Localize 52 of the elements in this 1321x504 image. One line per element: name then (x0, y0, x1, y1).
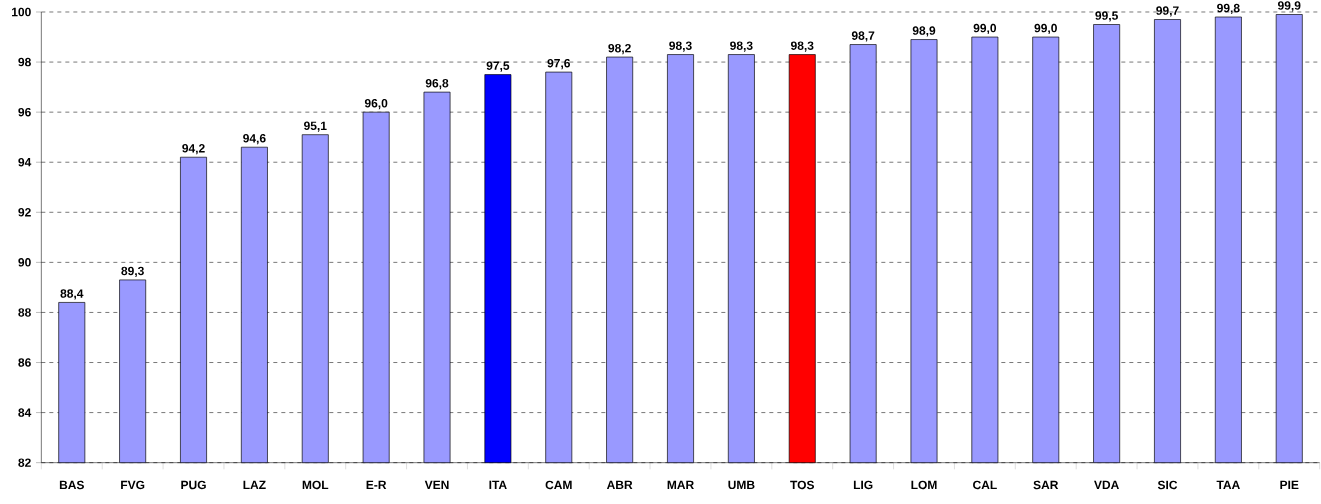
x-tick-label: ABR (606, 480, 633, 489)
y-tick-label: 98 (18, 57, 31, 67)
data-label: 94,6 (243, 134, 266, 145)
x-tick-label: BAS (59, 480, 84, 490)
y-tick-label: 88 (18, 308, 31, 317)
data-label: 99,5 (1095, 11, 1118, 22)
x-tick-label: TOS (790, 480, 815, 490)
x-tick-label: TAA (1216, 480, 1240, 489)
data-label: 99,9 (1277, 1, 1301, 12)
x-tick-label: FVG (121, 480, 145, 490)
x-tick-label: VDA (1094, 480, 1119, 489)
x-tick-label: UMB (728, 480, 755, 490)
y-tick-label: 82 (18, 458, 31, 467)
y-tick-label: 92 (18, 208, 31, 217)
x-tick-label: VEN (424, 480, 449, 489)
x-tick-label: SIC (1157, 480, 1178, 490)
data-label: 96,8 (425, 78, 449, 90)
y-tick-label: 90 (18, 258, 31, 267)
x-tick-label: LIG (853, 480, 873, 490)
y-tick-label: 100 (12, 7, 31, 17)
data-label: 98,3 (669, 41, 692, 52)
x-tick-label: PIE (1280, 480, 1299, 489)
data-label: 94,2 (182, 144, 205, 155)
x-tick-label: MOL (302, 480, 329, 490)
data-label: 99,8 (1217, 3, 1240, 15)
data-label: 97,5 (486, 61, 510, 72)
data-label: 98,3 (730, 41, 753, 52)
data-label: 99,0 (973, 23, 997, 35)
data-label: 99,0 (1034, 23, 1057, 35)
data-label: 89,3 (121, 266, 144, 277)
data-label: 98,7 (851, 31, 875, 42)
x-tick-label: MAR (667, 480, 694, 489)
data-label: 99,7 (1156, 6, 1179, 17)
data-label: 98,3 (790, 41, 814, 52)
data-label: 96,0 (364, 98, 388, 110)
data-label: 88,4 (60, 289, 84, 300)
x-tick-label: ITA (489, 480, 507, 489)
data-label: 95,1 (304, 121, 327, 132)
y-tick-label: 86 (18, 358, 31, 367)
x-tick-label: SAR (1033, 480, 1059, 490)
y-tick-label: 94 (18, 157, 32, 167)
x-tick-label: PUG (181, 480, 206, 490)
y-tick-label: 96 (18, 107, 31, 117)
x-tick-label: CAM (545, 480, 572, 490)
x-tick-label: LAZ (243, 480, 266, 489)
x-tick-label: CAL (973, 480, 997, 490)
data-label: 98,2 (608, 43, 631, 55)
data-label: 97,6 (547, 58, 570, 70)
data-label: 98,9 (912, 26, 936, 37)
x-tick-label: LOM (911, 480, 937, 490)
y-tick-label: 84 (18, 408, 32, 417)
x-tick-label: E-R (366, 480, 387, 489)
